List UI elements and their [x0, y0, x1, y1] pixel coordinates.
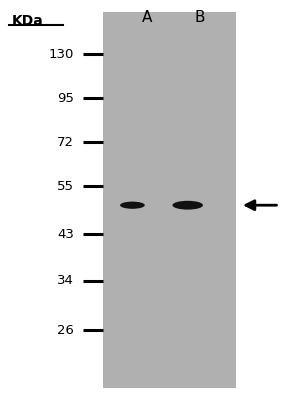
Ellipse shape [120, 202, 145, 209]
Text: 43: 43 [57, 228, 74, 240]
Text: 130: 130 [49, 48, 74, 60]
Text: A: A [142, 10, 152, 25]
Text: KDa: KDa [12, 14, 43, 28]
Text: B: B [194, 10, 205, 25]
Text: 95: 95 [57, 92, 74, 104]
Text: 55: 55 [57, 180, 74, 192]
Text: 26: 26 [57, 324, 74, 336]
Text: 34: 34 [57, 274, 74, 287]
Text: 72: 72 [57, 136, 74, 148]
Ellipse shape [172, 201, 203, 210]
Bar [103, 12, 236, 388]
